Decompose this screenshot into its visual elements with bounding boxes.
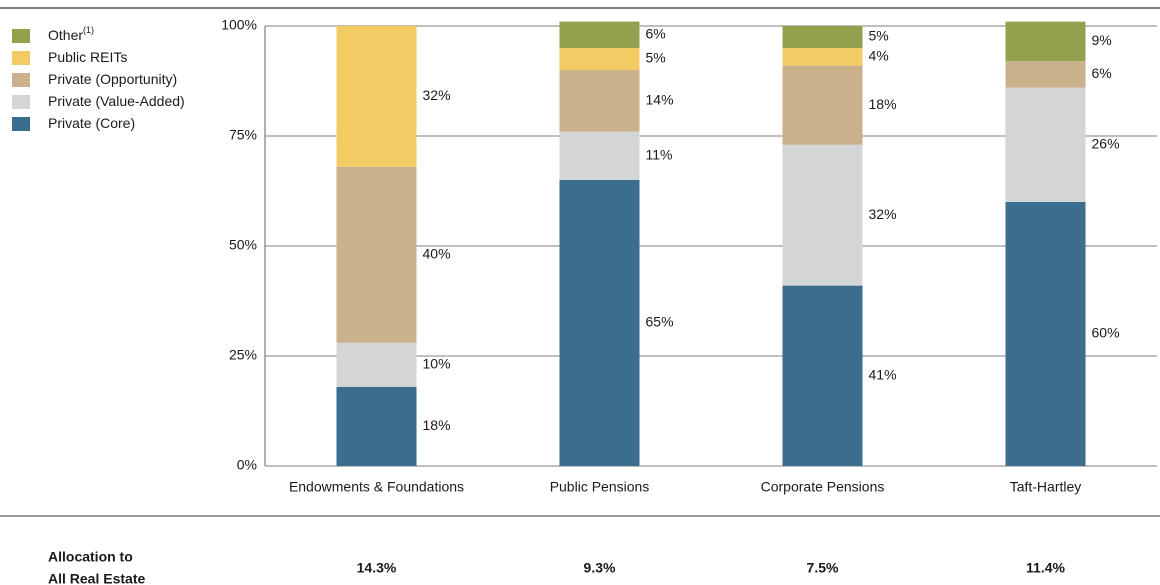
bar-segment: [336, 386, 417, 466]
bar-segment: [336, 26, 417, 167]
data-label: 10%: [423, 356, 451, 372]
bar-segment: [336, 166, 417, 343]
data-label: 26%: [1092, 136, 1120, 152]
bar-segment: [782, 65, 863, 145]
footer-label: All Real Estate: [48, 571, 145, 585]
data-label: 11%: [646, 147, 673, 163]
data-label: 32%: [423, 87, 451, 103]
data-label: 14%: [646, 92, 674, 108]
y-tick-label: 25%: [229, 347, 257, 363]
legend-label: Private (Value-Added): [48, 93, 185, 109]
legend-name: Private (Value-Added): [48, 93, 185, 109]
data-label: 32%: [869, 206, 897, 222]
data-label: 6%: [1092, 65, 1112, 81]
legend-footnote: (1): [83, 25, 94, 35]
x-tick-label: Public Pensions: [550, 479, 650, 495]
legend-label: Public REITs: [48, 49, 127, 65]
data-label: 65%: [646, 314, 674, 330]
bar-segment: [1005, 61, 1086, 88]
x-tick-label: Taft-Hartley: [1010, 479, 1082, 495]
footer-value: 7.5%: [807, 560, 839, 576]
footer-value: 9.3%: [584, 560, 616, 576]
data-label: 40%: [423, 246, 451, 262]
bar-segment: [559, 21, 640, 48]
bar-segment: [782, 48, 863, 66]
legend-label: Private (Opportunity): [48, 71, 177, 87]
data-label: 18%: [423, 417, 451, 433]
legend-swatch: [12, 117, 30, 131]
y-tick-label: 0%: [237, 457, 257, 473]
legend-name: Private (Core): [48, 115, 135, 131]
data-label: 60%: [1092, 325, 1120, 341]
bar-segment: [336, 342, 417, 387]
bar-segment: [559, 70, 640, 132]
legend-label: Private (Core): [48, 115, 135, 131]
legend-swatch: [12, 51, 30, 65]
data-label: 41%: [869, 367, 897, 383]
bar-segment: [782, 144, 863, 286]
x-tick-label: Endowments & Foundations: [289, 479, 464, 495]
bar-segment: [559, 48, 640, 70]
x-tick-label: Corporate Pensions: [761, 479, 885, 495]
y-tick-label: 50%: [229, 237, 257, 253]
data-label: 4%: [869, 48, 889, 64]
footer-value: 11.4%: [1026, 560, 1065, 576]
legend-name: Other: [48, 27, 83, 43]
data-label: 18%: [869, 96, 897, 112]
bar-segment: [1005, 202, 1086, 466]
y-tick-label: 100%: [221, 17, 257, 33]
legend-name: Private (Opportunity): [48, 71, 177, 87]
data-label: 5%: [869, 28, 889, 44]
legend-name: Public REITs: [48, 49, 127, 65]
footer-label: Allocation to: [48, 549, 133, 565]
bar-segment: [782, 26, 863, 48]
bar-segment: [559, 131, 640, 180]
bar-segment: [1005, 21, 1086, 62]
bar-segment: [1005, 87, 1086, 202]
footer-value: 14.3%: [357, 560, 397, 576]
legend-swatch: [12, 29, 30, 43]
y-tick-label: 75%: [229, 127, 257, 143]
data-label: 6%: [646, 26, 666, 42]
legend-swatch: [12, 73, 30, 87]
legend-label: Other(1): [48, 25, 94, 42]
legend-swatch: [12, 95, 30, 109]
bar-segment: [559, 180, 640, 466]
data-label: 9%: [1092, 32, 1112, 48]
bar-segment: [782, 285, 863, 466]
data-label: 5%: [646, 50, 666, 66]
